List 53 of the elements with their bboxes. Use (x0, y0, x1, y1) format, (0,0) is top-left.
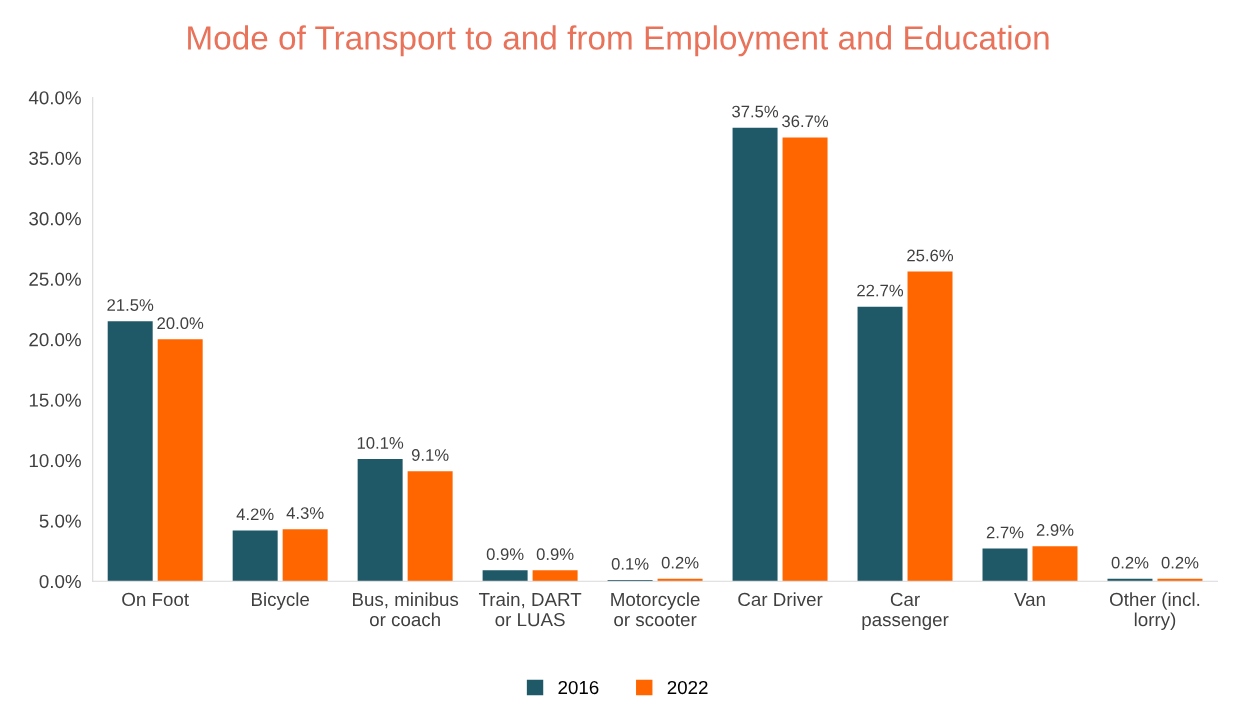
chart-title: Mode of Transport to and from Employment and Education (188, 25, 1049, 57)
data-label: 0.1% (611, 557, 649, 570)
bar (107, 321, 153, 582)
data-label: 22.7% (857, 284, 904, 297)
x-tick-label: Bus, minibus or coach (353, 592, 459, 627)
data-label: 0.9% (486, 548, 524, 561)
data-label: 21.5% (107, 299, 154, 311)
bar (982, 548, 1028, 582)
data-label: 10.1% (357, 437, 404, 449)
data-label: 36.7% (782, 115, 829, 128)
x-tick-label: Train, DART or LUAS (478, 592, 582, 627)
bar (907, 271, 953, 582)
y-tick-label: 10.0% (29, 453, 81, 468)
bar (282, 529, 328, 582)
bar (482, 570, 528, 582)
bar (157, 339, 203, 582)
legend-label: 2016 (558, 680, 599, 695)
bar (407, 471, 453, 582)
x-tick-label: Van (1014, 593, 1045, 607)
data-label: 2.7% (986, 526, 1024, 539)
y-tick-label: 25.0% (29, 272, 81, 286)
data-label: 0.2% (1161, 556, 1199, 569)
x-tick-label: Motorcycle or scooter (611, 592, 700, 627)
data-label: 0.2% (661, 556, 699, 569)
x-tick-label: Bicycle (252, 592, 310, 610)
data-label: 2.9% (1036, 524, 1074, 536)
bar (782, 137, 828, 582)
x-tick-label: Car Driver (738, 592, 823, 607)
y-tick-label: 5.0% (39, 514, 81, 528)
x-tick-label: Car passenger (862, 592, 949, 630)
y-tick-label: 40.0% (28, 91, 81, 105)
bar (732, 127, 778, 582)
x-tick-label: On Foot (122, 592, 189, 607)
bar (232, 530, 278, 582)
legend-label: 2022 (667, 680, 708, 695)
data-label: 0.9% (536, 548, 574, 561)
bar (857, 306, 903, 582)
y-tick-label: 15.0% (29, 393, 81, 407)
x-tick-label: Other (incl. lorry) (1110, 592, 1200, 630)
data-label: 25.6% (907, 249, 954, 262)
bar (1032, 546, 1078, 582)
y-tick-label: 0.0% (39, 574, 81, 589)
data-label: 20.0% (157, 317, 204, 330)
data-label: 4.2% (236, 508, 274, 521)
data-label: 37.5% (732, 105, 779, 118)
y-tick-label: 20.0% (29, 333, 81, 347)
bar (532, 570, 578, 582)
data-label: 9.1% (411, 449, 449, 461)
bar (357, 459, 403, 582)
y-tick-label: 30.0% (29, 212, 81, 226)
data-label: 0.2% (1111, 556, 1149, 569)
data-label: 4.3% (286, 507, 324, 519)
y-tick-label: 35.0% (29, 151, 81, 165)
